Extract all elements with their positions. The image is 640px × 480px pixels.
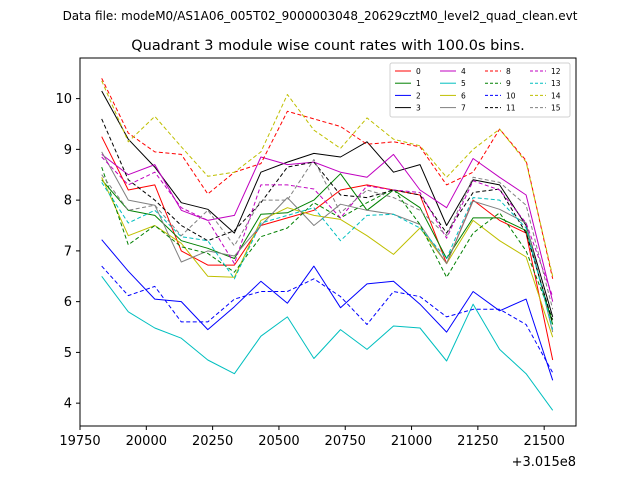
y-tick-label: 9: [64, 143, 72, 158]
legend-label-7: 7: [461, 104, 466, 113]
legend-label-0: 0: [416, 67, 421, 76]
legend-label-9: 9: [506, 79, 511, 88]
series-line-15: [101, 159, 554, 310]
y-tick-label: 8: [64, 194, 72, 209]
y-tick-label: 7: [64, 244, 72, 259]
series-line-2: [101, 239, 554, 381]
series-line-4: [101, 153, 554, 302]
y-tick-label: 5: [64, 346, 72, 361]
series-line-11: [101, 118, 554, 323]
legend-label-1: 1: [416, 79, 421, 88]
y-tick-label: 4: [64, 397, 72, 412]
plot-frame: [79, 57, 577, 427]
x-axis: 19750 20000 20250 20500 20750 21000 21250 21500: [59, 426, 565, 449]
legend-label-12: 12: [551, 67, 561, 76]
legend-label-4: 4: [461, 67, 466, 76]
x-offset-label: +3.015e8: [512, 455, 576, 470]
x-tick-label: 20750: [325, 434, 366, 449]
series-line-7: [101, 151, 554, 333]
legend-label-11: 11: [506, 104, 516, 113]
legend-box: [389, 62, 571, 118]
legend-label-2: 2: [416, 91, 421, 100]
series-line-14: [101, 80, 554, 277]
legend-label-14: 14: [551, 91, 561, 100]
series-line-9: [101, 166, 554, 320]
series-line-13: [101, 182, 554, 330]
series-line-5: [101, 276, 554, 411]
y-tick-label: 10: [55, 92, 72, 107]
x-tick-label: 20500: [258, 434, 299, 449]
y-axis: 4 5 6 7 8 9 10: [55, 92, 80, 412]
legend-label-10: 10: [506, 91, 516, 100]
chart-title: Quadrant 3 module wise count rates with …: [131, 38, 525, 54]
legend-label-15: 15: [551, 104, 561, 113]
series-line-10: [101, 265, 554, 373]
x-tick-label: 21000: [391, 434, 432, 449]
series-line-3: [101, 90, 554, 318]
x-tick-label: 21500: [523, 434, 564, 449]
series-line-6: [101, 177, 554, 338]
legend-label-13: 13: [551, 79, 561, 88]
x-tick-label: 21250: [457, 434, 498, 449]
series-line-1: [101, 173, 554, 325]
legend-label-5: 5: [461, 79, 466, 88]
y-tick-label: 6: [64, 295, 72, 310]
series-line-8: [101, 78, 554, 279]
legend-label-6: 6: [461, 91, 466, 100]
series-lines: [101, 78, 554, 411]
legend-label-3: 3: [416, 104, 421, 113]
legend-label-8: 8: [506, 67, 511, 76]
chart-suptitle: Data file: modeM0/AS1A06_005T02_90000030…: [63, 9, 578, 23]
x-tick-label: 19750: [59, 434, 100, 449]
x-tick-label: 20000: [126, 434, 167, 449]
series-line-12: [101, 156, 554, 297]
x-tick-label: 20250: [192, 434, 233, 449]
series-line-0: [101, 136, 554, 361]
